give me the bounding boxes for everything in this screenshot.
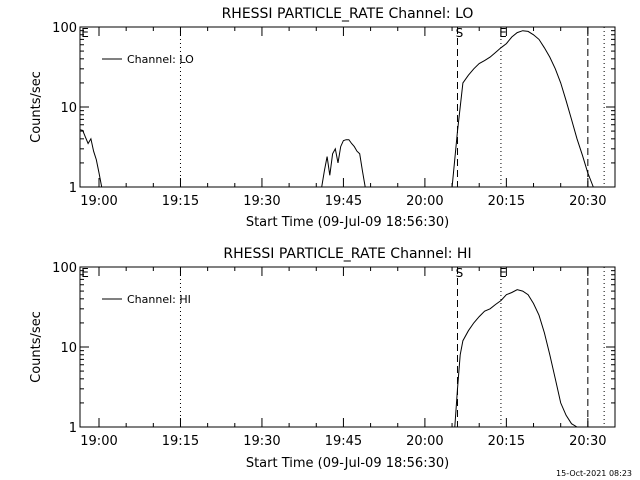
y-tick-label: 10 bbox=[60, 341, 77, 356]
legend-label: Channel: HI bbox=[127, 293, 191, 306]
event-marker-label: E bbox=[499, 26, 507, 40]
y-tick-label: 10 bbox=[60, 101, 77, 116]
y-tick-label: 100 bbox=[52, 261, 77, 276]
event-marker-label: S bbox=[456, 266, 464, 280]
y-axis-label: Counts/sec bbox=[29, 71, 44, 143]
x-tick-label: 20:30 bbox=[569, 194, 606, 209]
chart-title: RHESSI PARTICLE_RATE Channel: LO bbox=[222, 6, 474, 22]
legend-label: Channel: LO bbox=[127, 53, 194, 66]
chart-hi: RHESSI PARTICLE_RATE Channel: HI 19:00 19:… bbox=[29, 246, 616, 471]
x-tick-label: 19:45 bbox=[325, 194, 362, 209]
edge-marker-label: E bbox=[81, 26, 89, 40]
chart-title: RHESSI PARTICLE_RATE Channel: HI bbox=[223, 246, 471, 262]
series-line bbox=[451, 30, 594, 188]
x-tick-label: 19:45 bbox=[325, 434, 362, 449]
x-tick-label: 20:00 bbox=[406, 194, 443, 209]
x-tick-label: 20:15 bbox=[488, 434, 525, 449]
x-tick-label: 19:15 bbox=[162, 434, 199, 449]
plot-frame bbox=[79, 266, 616, 428]
x-tick-label: 20:15 bbox=[488, 194, 525, 209]
chart-lo: RHESSI PARTICLE_RATE Channel: LO 19:00 19:… bbox=[29, 6, 616, 230]
series-line bbox=[454, 289, 578, 428]
x-tick-label: 19:00 bbox=[80, 194, 117, 209]
x-tick-label: 19:30 bbox=[243, 194, 280, 209]
edge-marker-label: E bbox=[81, 266, 89, 280]
x-tick-label: 20:00 bbox=[406, 434, 443, 449]
x-tick-label: 19:30 bbox=[243, 434, 280, 449]
y-axis-label: Counts/sec bbox=[29, 311, 44, 383]
x-tick-label: 19:15 bbox=[162, 194, 199, 209]
series-line bbox=[79, 129, 103, 188]
y-tick-label: 1 bbox=[69, 181, 77, 196]
x-tick-label: 20:30 bbox=[569, 434, 606, 449]
plot-frame bbox=[79, 26, 616, 188]
event-marker-label: E bbox=[499, 266, 507, 280]
x-tick-label: 19:00 bbox=[80, 434, 117, 449]
y-tick-label: 1 bbox=[69, 421, 77, 436]
series-line bbox=[321, 139, 366, 188]
event-marker-label: S bbox=[456, 26, 464, 40]
timestamp-footer: 15-Oct-2021 08:23 bbox=[556, 469, 632, 478]
x-axis-label: Start Time (09-Jul-09 18:56:30) bbox=[246, 456, 449, 471]
y-tick-label: 100 bbox=[52, 21, 77, 36]
x-axis-label: Start Time (09-Jul-09 18:56:30) bbox=[246, 215, 449, 230]
